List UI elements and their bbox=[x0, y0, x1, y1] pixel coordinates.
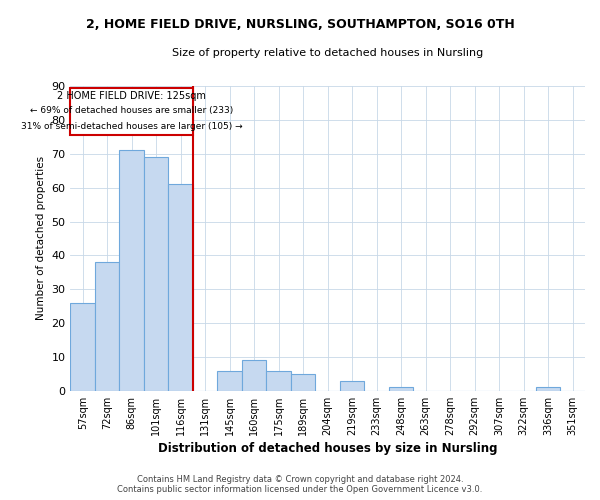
Bar bbox=[389, 388, 413, 391]
Bar bbox=[217, 370, 242, 391]
Bar bbox=[119, 150, 144, 391]
Bar bbox=[169, 184, 193, 391]
Text: 31% of semi-detached houses are larger (105) →: 31% of semi-detached houses are larger (… bbox=[21, 122, 242, 131]
Bar bbox=[291, 374, 316, 391]
Text: 2, HOME FIELD DRIVE, NURSLING, SOUTHAMPTON, SO16 0TH: 2, HOME FIELD DRIVE, NURSLING, SOUTHAMPT… bbox=[86, 18, 514, 30]
Text: Contains HM Land Registry data © Crown copyright and database right 2024.
Contai: Contains HM Land Registry data © Crown c… bbox=[118, 474, 482, 494]
Bar bbox=[536, 388, 560, 391]
FancyBboxPatch shape bbox=[70, 88, 193, 135]
Title: Size of property relative to detached houses in Nursling: Size of property relative to detached ho… bbox=[172, 48, 484, 58]
Text: 2 HOME FIELD DRIVE: 125sqm: 2 HOME FIELD DRIVE: 125sqm bbox=[57, 91, 206, 101]
Y-axis label: Number of detached properties: Number of detached properties bbox=[36, 156, 46, 320]
Text: ← 69% of detached houses are smaller (233): ← 69% of detached houses are smaller (23… bbox=[30, 106, 233, 115]
Bar bbox=[70, 303, 95, 391]
Bar bbox=[242, 360, 266, 391]
Bar bbox=[144, 157, 169, 391]
Bar bbox=[266, 370, 291, 391]
Bar bbox=[340, 380, 364, 391]
Bar bbox=[95, 262, 119, 391]
X-axis label: Distribution of detached houses by size in Nursling: Distribution of detached houses by size … bbox=[158, 442, 497, 455]
